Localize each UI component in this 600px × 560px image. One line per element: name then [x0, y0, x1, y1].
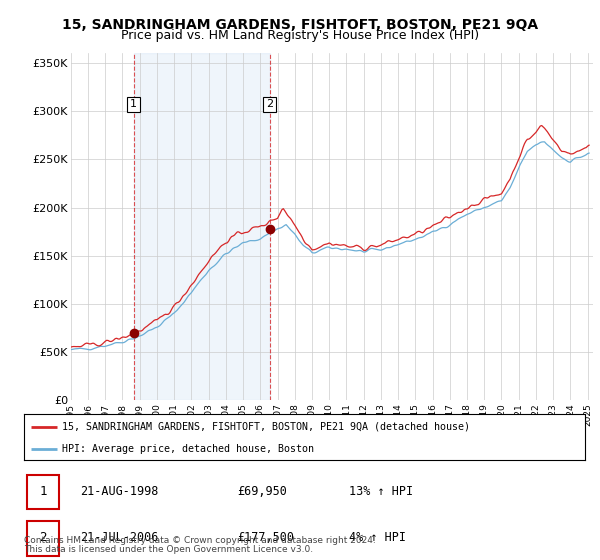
FancyBboxPatch shape [27, 475, 59, 509]
Text: Contains HM Land Registry data © Crown copyright and database right 2024.: Contains HM Land Registry data © Crown c… [24, 536, 376, 545]
Text: 13% ↑ HPI: 13% ↑ HPI [349, 485, 413, 498]
Text: 1: 1 [40, 485, 47, 498]
Text: 4% ↑ HPI: 4% ↑ HPI [349, 531, 406, 544]
Text: 2: 2 [266, 99, 274, 109]
Text: £69,950: £69,950 [237, 485, 287, 498]
Text: 15, SANDRINGHAM GARDENS, FISHTOFT, BOSTON, PE21 9QA: 15, SANDRINGHAM GARDENS, FISHTOFT, BOSTO… [62, 18, 538, 32]
FancyBboxPatch shape [27, 521, 59, 556]
Text: 21-JUL-2006: 21-JUL-2006 [80, 531, 158, 544]
Text: 2: 2 [40, 531, 47, 544]
Text: This data is licensed under the Open Government Licence v3.0.: This data is licensed under the Open Gov… [24, 545, 313, 554]
Text: 1: 1 [130, 99, 137, 109]
Text: 21-AUG-1998: 21-AUG-1998 [80, 485, 158, 498]
Bar [134, 53, 270, 400]
Text: £177,500: £177,500 [237, 531, 294, 544]
Text: 15, SANDRINGHAM GARDENS, FISHTOFT, BOSTON, PE21 9QA (detached house): 15, SANDRINGHAM GARDENS, FISHTOFT, BOSTO… [62, 422, 470, 432]
Text: Price paid vs. HM Land Registry's House Price Index (HPI): Price paid vs. HM Land Registry's House … [121, 29, 479, 42]
Text: HPI: Average price, detached house, Boston: HPI: Average price, detached house, Bost… [62, 444, 314, 454]
